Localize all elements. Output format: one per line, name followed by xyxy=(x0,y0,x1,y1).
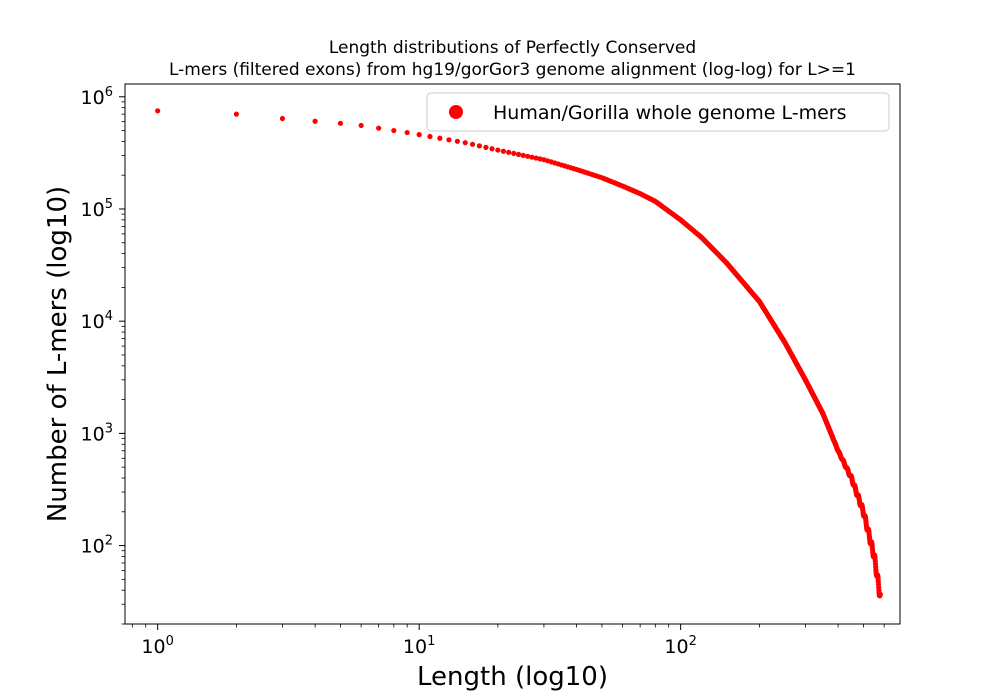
y-tick-label: 106 xyxy=(81,85,113,109)
data-point xyxy=(515,151,522,157)
data-point xyxy=(312,118,318,124)
legend: Human/Gorilla whole genome L-mers xyxy=(426,92,890,132)
data-point xyxy=(454,138,460,144)
chart-subtitle: L-mers (filtered exons) from hg19/gorGor… xyxy=(169,60,856,80)
x-tick-label: 100 xyxy=(141,634,173,658)
y-axis-label: Number of L-mers (log10) xyxy=(43,186,73,522)
data-point xyxy=(511,150,517,156)
y-tick-label: 102 xyxy=(81,534,113,558)
data-point xyxy=(500,148,507,154)
data-point xyxy=(376,125,382,131)
data-point xyxy=(495,147,501,153)
chart-title: Length distributions of Perfectly Conser… xyxy=(329,38,696,58)
y-axis: 102 103 104 105 106 xyxy=(81,85,125,625)
x-axis: 100 101 102 xyxy=(131,624,885,658)
data-point xyxy=(391,127,397,134)
data-point xyxy=(233,111,239,117)
data-points xyxy=(155,108,883,599)
data-point xyxy=(476,143,483,149)
x-tick-label: 102 xyxy=(664,634,696,658)
data-point xyxy=(446,137,452,143)
data-point xyxy=(469,141,476,147)
data-point xyxy=(279,115,286,122)
data-point xyxy=(358,122,364,129)
data-point xyxy=(489,146,495,152)
data-point xyxy=(337,120,344,126)
data-point xyxy=(529,154,535,160)
data-point xyxy=(877,591,883,598)
data-point xyxy=(404,129,410,136)
y-tick-label: 104 xyxy=(81,309,113,333)
data-point xyxy=(520,152,526,158)
legend-box xyxy=(426,92,890,132)
data-point xyxy=(416,132,422,138)
data-point xyxy=(483,144,489,150)
y-tick-label: 103 xyxy=(81,421,113,445)
legend-marker xyxy=(449,105,463,119)
data-point xyxy=(525,153,531,159)
x-axis-label: Length (log10) xyxy=(417,662,608,692)
data-point xyxy=(533,155,539,161)
data-point xyxy=(437,135,443,141)
y-tick-label: 105 xyxy=(81,197,113,221)
data-point xyxy=(462,140,468,146)
data-point xyxy=(155,108,161,114)
plot-frame xyxy=(124,83,901,625)
data-point xyxy=(427,133,433,140)
data-point xyxy=(506,149,512,155)
legend-label: Human/Gorilla whole genome L-mers xyxy=(493,102,847,124)
x-tick-label: 101 xyxy=(403,634,435,658)
